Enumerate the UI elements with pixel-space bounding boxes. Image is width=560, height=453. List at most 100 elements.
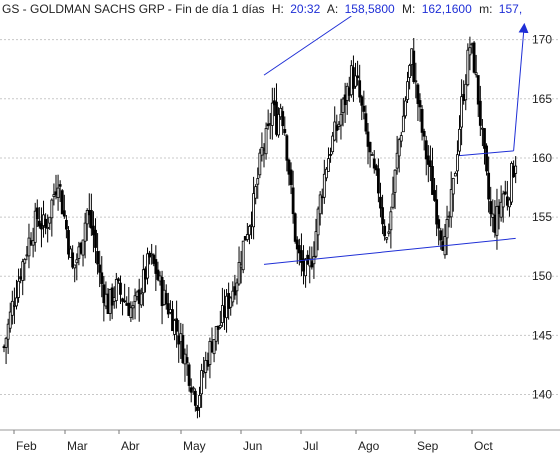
candle-body [422, 130, 426, 137]
candle-body [256, 178, 260, 185]
candle-body [258, 152, 262, 176]
candle-body [33, 210, 37, 243]
candle-body [102, 284, 106, 304]
candle-body [94, 229, 97, 248]
candle-body [154, 259, 158, 274]
candle-body [428, 160, 432, 167]
candle-body [431, 166, 434, 195]
y-axis-ticks: 140 145 150 155 160 165 170 [532, 33, 552, 402]
candle-body [514, 165, 518, 174]
candle-body [27, 237, 31, 257]
candle-body [21, 261, 25, 281]
y-tick-label: 160 [532, 151, 552, 165]
candle-body [56, 187, 60, 198]
candle-body [503, 191, 507, 195]
candle-body [8, 311, 12, 329]
candle-body [17, 280, 20, 298]
candle-body [146, 253, 149, 279]
price-candles [2, 36, 518, 419]
candle-body [100, 272, 104, 284]
candle-body [364, 113, 368, 132]
candle-body [71, 252, 75, 268]
candle-body [96, 251, 99, 265]
y-tick-label: 150 [532, 269, 552, 283]
candle-body [237, 262, 241, 285]
candle-body [472, 42, 476, 73]
candle-body [468, 47, 472, 56]
candle-body [362, 105, 366, 112]
candle-body [406, 81, 409, 100]
candle-body [67, 230, 70, 255]
candle-body [141, 269, 145, 294]
candle-body [185, 357, 189, 363]
header-background [0, 0, 560, 16]
candle-body [191, 387, 195, 390]
candle-body [212, 339, 216, 355]
candle-body [335, 125, 339, 131]
candle-body [110, 287, 114, 306]
candle-body [453, 173, 457, 177]
candle-body [277, 113, 280, 136]
candle-body [187, 364, 191, 386]
candle-body [297, 245, 301, 254]
candle-body [150, 253, 154, 256]
candle-body [23, 258, 27, 264]
x-axis-ticks: Feb Mar Abr May Jun Jul Ago Sep Oct [13, 430, 493, 453]
candle-body [89, 210, 93, 229]
x-tick-label: Jun [243, 439, 262, 453]
candle-body [329, 154, 332, 156]
candle-body [6, 323, 10, 340]
candle-body [316, 208, 320, 236]
candle-body [164, 293, 168, 305]
candle-body [435, 199, 439, 225]
candle-body [287, 159, 291, 175]
candle-body [391, 193, 395, 208]
candle-body [314, 231, 318, 257]
header-mlow-value: 157, [499, 2, 522, 16]
candle-body [327, 158, 330, 172]
x-tick-label: Oct [474, 439, 493, 453]
candle-body [291, 187, 295, 215]
candle-body [485, 145, 488, 172]
candle-body [44, 218, 47, 228]
candle-body [393, 169, 397, 193]
target-arrow [513, 22, 529, 151]
candle-body [73, 264, 77, 269]
candle-body [4, 337, 8, 348]
candle-body [389, 211, 393, 231]
candle-body [214, 326, 218, 342]
candle-body [379, 196, 382, 209]
candle-body [117, 278, 120, 282]
candle-body [248, 226, 251, 236]
candle-body [341, 98, 345, 113]
candle-body [439, 230, 443, 241]
candle-body [404, 100, 407, 117]
candle-body [424, 140, 428, 160]
candle-body [401, 115, 405, 133]
trend-line-2 [263, 237, 516, 265]
header-mlow-label: m: [479, 2, 492, 16]
candle-body [75, 259, 79, 264]
candle-body [98, 264, 102, 273]
candle-body [464, 83, 468, 101]
y-tick-label: 170 [532, 33, 552, 47]
candle-body [331, 135, 335, 153]
candle-body [381, 207, 384, 225]
candle-body [487, 172, 491, 200]
x-tick-label: Feb [16, 439, 37, 453]
candle-body [254, 186, 258, 199]
candle-body [50, 199, 54, 219]
header-a-value: 158,5800 [345, 2, 395, 16]
header-h-value: 20:32 [290, 2, 320, 16]
candle-body [354, 75, 357, 87]
y-tick-label: 145 [532, 328, 552, 342]
candle-body [510, 162, 513, 203]
candle-body [489, 201, 493, 215]
candle-body [310, 261, 314, 268]
candle-body [408, 65, 412, 78]
candle-body [252, 193, 256, 228]
candle-body [166, 303, 170, 315]
header-m-value: 162,1600 [422, 2, 472, 16]
candle-body [385, 237, 389, 240]
candle-body [133, 295, 137, 302]
